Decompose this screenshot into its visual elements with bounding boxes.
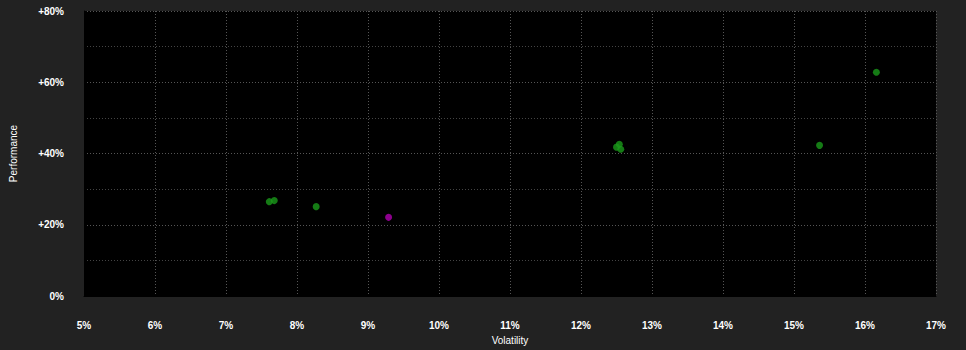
svg-text:13%: 13% bbox=[642, 320, 662, 331]
svg-text:11%: 11% bbox=[500, 320, 520, 331]
svg-text:+40%: +40% bbox=[38, 148, 64, 159]
svg-text:5%: 5% bbox=[77, 320, 92, 331]
svg-text:7%: 7% bbox=[219, 320, 234, 331]
svg-text:Performance: Performance bbox=[8, 124, 19, 182]
svg-text:12%: 12% bbox=[571, 320, 591, 331]
svg-text:15%: 15% bbox=[784, 320, 804, 331]
svg-text:+20%: +20% bbox=[38, 219, 64, 230]
svg-text:16%: 16% bbox=[855, 320, 875, 331]
svg-text:6%: 6% bbox=[148, 320, 163, 331]
svg-text:8%: 8% bbox=[290, 320, 305, 331]
svg-text:14%: 14% bbox=[713, 320, 733, 331]
svg-text:10%: 10% bbox=[429, 320, 449, 331]
svg-text:0%: 0% bbox=[50, 291, 65, 302]
svg-text:Volatility: Volatility bbox=[492, 335, 529, 346]
svg-text:+80%: +80% bbox=[38, 6, 64, 17]
svg-text:17%: 17% bbox=[926, 320, 946, 331]
svg-text:9%: 9% bbox=[361, 320, 376, 331]
svg-text:+60%: +60% bbox=[38, 77, 64, 88]
